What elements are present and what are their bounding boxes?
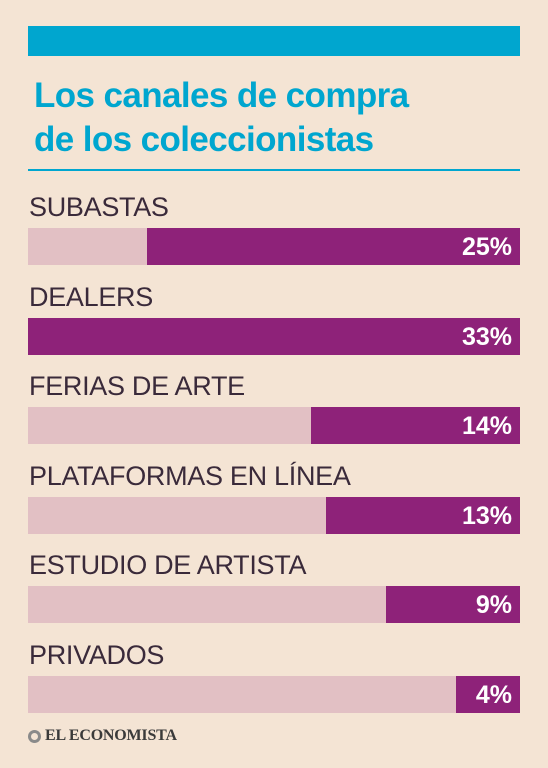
bar bbox=[28, 317, 520, 355]
bar-track: 14% bbox=[28, 407, 520, 444]
bar-label: DEALERS bbox=[29, 281, 153, 312]
bar-value-label: 25% bbox=[461, 233, 512, 261]
bar-label: PLATAFORMAS EN LÍNEA bbox=[29, 460, 351, 491]
bar bbox=[386, 586, 520, 623]
bar-track: 33% bbox=[28, 317, 520, 355]
bar bbox=[326, 496, 520, 534]
footer: EL ECONOMISTA bbox=[28, 726, 177, 746]
bar-value-label: 4% bbox=[475, 680, 512, 709]
top-accent-band bbox=[28, 26, 520, 56]
bar bbox=[147, 228, 520, 265]
bar bbox=[311, 407, 520, 444]
chart-title: Los canales de compra de los coleccionis… bbox=[34, 74, 514, 162]
bar-label: ESTUDIO DE ARTISTA bbox=[29, 550, 307, 580]
bar-track: 9% bbox=[28, 586, 520, 623]
bar-label: SUBASTAS bbox=[29, 192, 169, 222]
bar-track: 4% bbox=[28, 675, 520, 713]
bar-track: 25% bbox=[28, 228, 520, 265]
bar-label: PRIVADOS bbox=[29, 639, 165, 670]
title-line-1: Los canales de compra bbox=[34, 76, 409, 115]
globe-icon bbox=[28, 729, 41, 743]
bar-value-label: 13% bbox=[461, 501, 512, 530]
bar-label: FERIAS DE ARTE bbox=[29, 371, 245, 401]
bar-value-label: 33% bbox=[461, 322, 512, 351]
title-divider bbox=[28, 169, 520, 171]
bar-track: 13% bbox=[28, 496, 520, 534]
bar-value-label: 9% bbox=[475, 591, 512, 619]
bar-value-label: 14% bbox=[461, 412, 512, 440]
title-line-2: de los coleccionistas bbox=[34, 120, 374, 159]
bar bbox=[456, 675, 520, 713]
brand-name: EL ECONOMISTA bbox=[45, 727, 177, 744]
